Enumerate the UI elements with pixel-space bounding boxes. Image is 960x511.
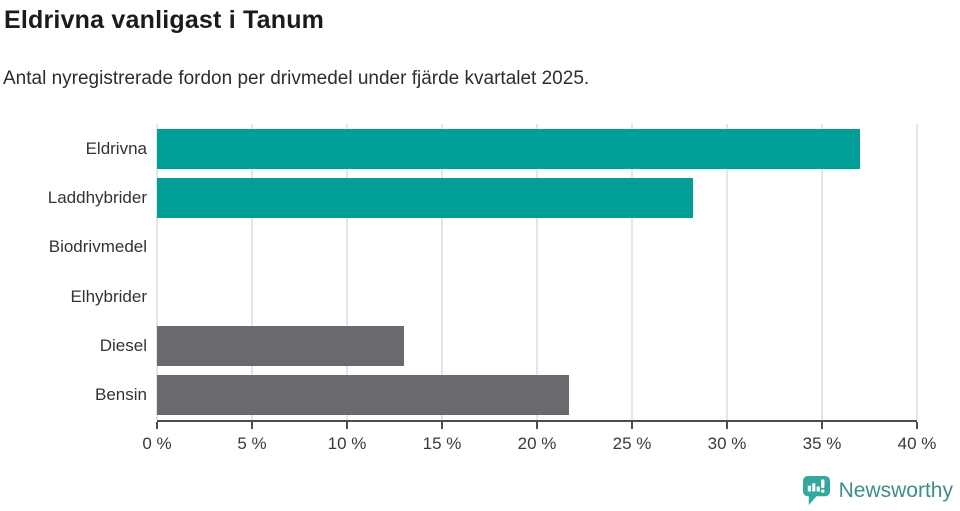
gridline [916,124,918,420]
x-axis-tick-label: 15 % [422,434,462,453]
x-axis-tick [536,422,538,429]
page-title: Eldrivna vanligast i Tanum [4,6,325,34]
x-axis-tick-label: 40 % [897,434,937,453]
chart-subtitle: Antal nyregistrerade fordon per drivmede… [3,68,590,89]
plot-area [156,124,918,420]
gridline [156,124,158,420]
x-axis-tick [821,422,823,429]
category-label: Biodrivmedel [48,237,147,257]
x-axis-tick [631,422,633,429]
x-axis-tick [156,422,158,429]
x-axis-tick-label: 35 % [802,434,842,453]
newsworthy-logo-icon [802,476,830,505]
gridline [821,124,823,420]
gridline [536,124,538,420]
brand-name: Newsworthy [838,478,953,502]
x-axis-tick [726,422,728,429]
bar-eldrivna [157,128,860,169]
chart-canvas: Eldrivna vanligast i Tanum Antal nyregis… [0,6,960,511]
gridline [726,124,728,420]
bar-chart: Eldrivna Laddhybrider Biodrivmedel Elhybrid… [0,124,936,464]
y-axis-labels: Eldrivna Laddhybrider Biodrivmedel Elhybrid… [0,124,157,420]
category-label: Diesel [99,335,147,355]
bar-laddhybrider [157,178,693,218]
x-axis-tick-label: 0 % [142,434,172,453]
x-axis-tick-label: 10 % [327,434,367,453]
x-axis-tick [441,422,443,429]
x-axis-tick [346,422,348,429]
category-label: Bensin [95,385,147,405]
x-axis-tick-label: 20 % [517,434,557,453]
x-axis-tick [916,422,918,429]
gridline [251,124,253,420]
bar-bensin [157,375,570,416]
bar-diesel [157,326,404,366]
x-axis-tick [251,422,253,429]
x-axis-tick-label: 25 % [612,434,652,453]
gridline [441,124,443,420]
x-axis-tick-label: 30 % [707,434,747,453]
category-label: Laddhybrider [47,187,147,207]
category-label: Eldrivna [85,138,147,158]
gridline [346,124,348,420]
x-axis-tick-label: 5 % [237,434,267,453]
category-label: Elhybrider [70,286,147,306]
gridline [631,124,633,420]
x-axis: 0 % 5 % 10 % 15 % 20 % 25 % 30 % 35 % 40 % [142,420,936,464]
brand-footer[interactable]: Newsworthy [802,475,953,506]
